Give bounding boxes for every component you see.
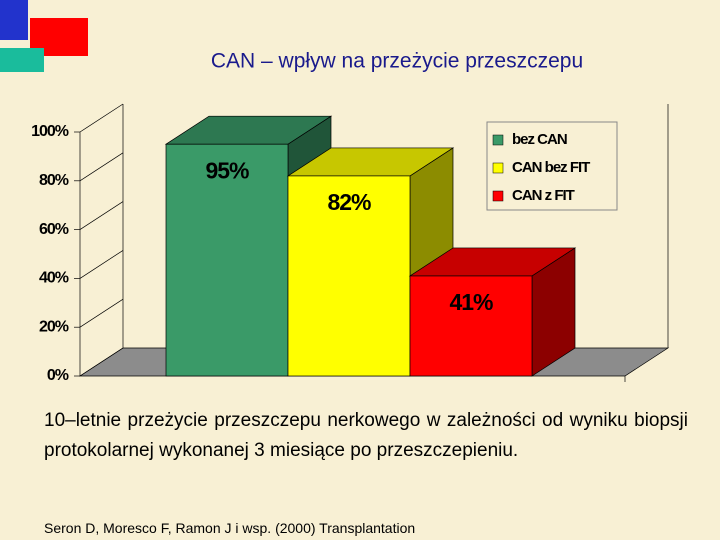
value-label: 82% bbox=[327, 189, 371, 215]
y-tick-label: 40% bbox=[39, 270, 69, 287]
chart-title: CAN – wpływ na przeżycie przeszczepu bbox=[211, 50, 583, 73]
y-tick-label: 0% bbox=[47, 367, 69, 384]
legend-label: CAN z FIT bbox=[512, 187, 575, 204]
bar bbox=[287, 175, 411, 377]
value-label: 95% bbox=[205, 157, 249, 183]
source: Seron D, Moresco F, Ramon J i wsp. (2000… bbox=[44, 520, 416, 536]
caption: 10–letnie przeżycie przeszczepu nerkoweg… bbox=[44, 410, 688, 461]
y-tick-label: 80% bbox=[39, 172, 69, 189]
y-tick-label: 20% bbox=[39, 318, 69, 335]
legend-label: bez CAN bbox=[512, 131, 567, 148]
y-tick-label: 60% bbox=[39, 221, 69, 238]
decor bbox=[0, 48, 44, 72]
legend-label: CAN bez FIT bbox=[512, 159, 590, 176]
legend-box bbox=[486, 121, 618, 211]
legend-swatch bbox=[492, 190, 504, 202]
value-label: 41% bbox=[449, 289, 493, 315]
grid-line bbox=[79, 250, 124, 279]
grid-line bbox=[79, 103, 124, 133]
legend-swatch bbox=[492, 134, 504, 146]
grid-line bbox=[79, 298, 124, 328]
grid-line bbox=[79, 347, 124, 377]
legend-swatch bbox=[492, 162, 504, 174]
bar bbox=[409, 275, 533, 377]
y-tick-label: 100% bbox=[31, 123, 69, 140]
bar bbox=[165, 143, 289, 377]
decor bbox=[0, 0, 28, 40]
grid-line bbox=[79, 201, 124, 230]
grid-line bbox=[79, 152, 124, 182]
